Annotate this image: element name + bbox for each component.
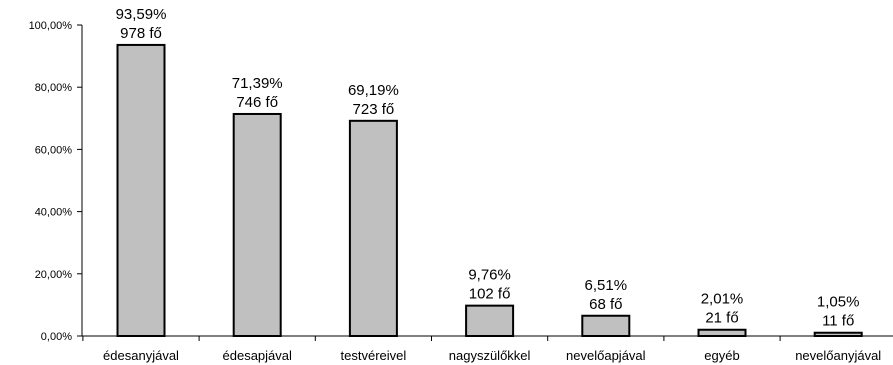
bar [232, 112, 282, 337]
x-axis: édesanyjával édesapjával testvéreivel nagys… [82, 335, 893, 363]
y-tick-label: 60,00% [35, 144, 73, 156]
y-tick-label: 0,00% [41, 331, 72, 343]
data-labels: 93,59% 978 fő 71,39% 746 fő 69,19% 723 fő 9,76… [116, 6, 860, 330]
y-tick-label: 100,00% [29, 20, 73, 32]
bar-count-label: 978 fő [120, 25, 162, 42]
bar [581, 314, 631, 338]
y-axis: 0,00% 20,00% 40,00% 60,00% 80,00% 100,00% [29, 20, 83, 343]
x-category-label: édesanyjával [103, 348, 179, 363]
bar [116, 43, 166, 338]
bar-percent-label: 1,05% [817, 294, 860, 311]
bar-count-label: 723 fő [353, 101, 395, 118]
bar-percent-label: 93,59% [116, 6, 167, 23]
bar [697, 328, 747, 338]
bar-count-label: 21 fő [705, 310, 738, 327]
bar-percent-label: 2,01% [701, 291, 744, 308]
bar-count-label: 68 fő [589, 296, 622, 313]
x-category-label: nagyszülőkkel [449, 348, 531, 363]
bar-count-label: 746 fő [236, 94, 278, 111]
y-tick-label: 80,00% [35, 82, 73, 94]
bar [348, 119, 398, 337]
x-category-label: egyéb [704, 348, 739, 363]
bar [465, 304, 515, 337]
bar-count-label: 102 fő [469, 286, 511, 303]
x-category-label: édesapjával [223, 348, 292, 363]
x-category-label: nevelőanyjával [795, 348, 881, 363]
bar-percent-label: 69,19% [348, 82, 399, 99]
x-category-label: nevelőapjával [566, 348, 646, 363]
bar-count-label: 11 fő [822, 313, 854, 330]
y-tick-label: 40,00% [35, 207, 73, 219]
bar-percent-label: 6,51% [585, 277, 628, 294]
y-tick-label: 20,00% [35, 269, 73, 281]
bar-percent-label: 71,39% [232, 75, 283, 92]
x-category-label: testvéreivel [341, 348, 407, 363]
bar-percent-label: 9,76% [468, 267, 511, 284]
